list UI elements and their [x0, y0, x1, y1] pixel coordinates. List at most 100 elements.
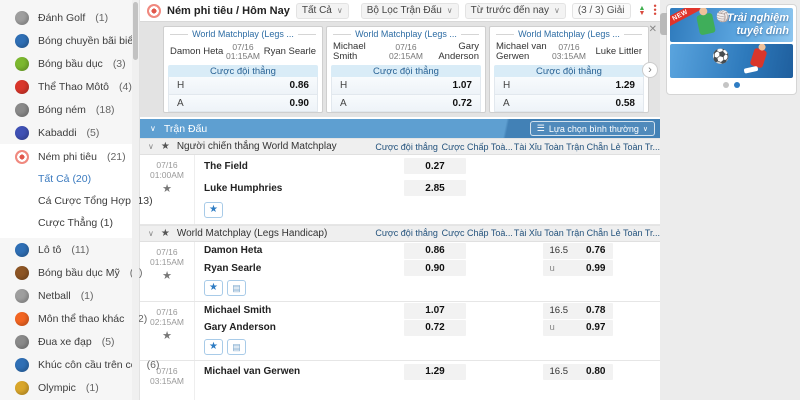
under-odds-button[interactable]: u 0.99	[542, 260, 613, 277]
sidebar-item-darts[interactable]: Ném phi tiêu (21)	[0, 145, 139, 168]
market-group-header: ∨ ★ World Matchplay (Legs Handicap) Cược…	[140, 224, 660, 243]
view-selector-button[interactable]: ☰ Lựa chọn bình thường ∨	[529, 121, 655, 137]
ball-illustration: 🏐	[716, 11, 730, 23]
filters-topbar: Ném phi tiêu / Hôm Nay Tất Cả ∨ Bộ Lọc T…	[140, 0, 660, 22]
page-title: Ném phi tiêu / Hôm Nay	[167, 4, 290, 17]
promo-banner-bottom[interactable]: ⚽	[670, 44, 793, 78]
sidebar-item-kabaddi[interactable]: Kabaddi (5)	[0, 121, 139, 144]
home-odds-button[interactable]: H 1.07	[332, 77, 480, 95]
sidebar-item-label: Ném phi tiêu	[38, 150, 97, 163]
sidebar-item-cycling[interactable]: Đua xe đạp (5)	[0, 330, 139, 353]
under-odds: 0.97	[586, 322, 606, 334]
rugby-icon	[15, 56, 29, 71]
star-icon[interactable]: ★	[160, 227, 170, 239]
player-name: Michael Smith	[204, 305, 272, 317]
bet-slip-button[interactable]: ▤	[227, 339, 246, 356]
next-carousel-button[interactable]: ›	[642, 61, 658, 78]
moneyline-odds-button[interactable]: 1.07	[404, 302, 466, 319]
sidebar-item-olympic[interactable]: Olympic (1)	[0, 376, 139, 399]
sidebar-item-american-football[interactable]: Bóng bầu dục Mỹ (1)	[0, 261, 143, 284]
sidebar-item-count: (5)	[86, 126, 100, 139]
moneyline-odds-button[interactable]: 0.90	[404, 260, 466, 277]
subitem-count: (20)	[72, 173, 92, 185]
field-hockey-icon	[15, 357, 29, 372]
bet-slip-button[interactable]: ▤	[227, 280, 246, 297]
column-header: Tài Xỉu Toàn Trận	[513, 141, 585, 152]
away-odds-button[interactable]: A 0.58	[495, 94, 643, 112]
match-filter-select[interactable]: Bộ Lọc Trận Đấu ∨	[360, 2, 459, 19]
moneyline-odds-button[interactable]: 0.72	[404, 319, 466, 336]
sidebar-subitem-parlay[interactable]: Cá Cược Tổng Hợp (13)	[0, 190, 153, 212]
match-row: 07/16 02:15AM ★ Michael Smith 1.07 16.5 …	[140, 302, 660, 362]
sidebar-item-label: Thể Thao Môtô	[38, 80, 110, 93]
close-icon[interactable]: ✕	[648, 24, 657, 36]
sidebar-subitem-straight[interactable]: Cược Thẳng (1)	[0, 212, 139, 234]
sidebar-item-netball[interactable]: Netball (1)	[0, 284, 139, 307]
moneyline-odds-button[interactable]: 2.85	[404, 180, 466, 197]
darts-icon	[15, 149, 29, 164]
star-icon[interactable]: ★	[160, 141, 170, 153]
over-odds: 0.78	[586, 305, 606, 317]
moneyline-odds-button[interactable]: 1.29	[404, 363, 466, 380]
moneyline-odds-button[interactable]: 0.27	[404, 158, 466, 175]
away-odds: 0.90	[289, 97, 309, 109]
soccer-ball-icon: ⚽	[712, 48, 730, 64]
home-odds-button[interactable]: H 1.29	[495, 77, 643, 95]
away-odds-button[interactable]: A 0.90	[169, 94, 317, 112]
column-header: Cược Chấp Toà...	[441, 228, 512, 239]
hot-matches-icon[interactable]: • • •	[653, 0, 657, 19]
market-label: Cược đội thẳng	[331, 64, 481, 78]
favorite-match-button[interactable]: ★	[204, 280, 223, 297]
over-odds-button[interactable]: 16.5 0.76	[542, 242, 613, 259]
market-group-name: Người chiến thắng World Matchplay	[176, 141, 337, 153]
sidebar-scrollbar-thumb[interactable]	[133, 2, 138, 60]
moneyline-odds-button[interactable]: 0.86	[404, 242, 466, 259]
favorite-star-icon[interactable]: ★	[162, 270, 172, 283]
chevron-down-icon[interactable]: ∨	[148, 142, 154, 152]
golf-icon	[15, 10, 29, 25]
favorite-star-icon[interactable]: ★	[162, 183, 172, 196]
sidebar-item-golf[interactable]: Đánh Golf (1)	[0, 6, 139, 29]
sidebar-item-handball[interactable]: Bóng ném (18)	[0, 98, 139, 121]
panel-collapse-tab[interactable]	[660, 13, 667, 35]
sidebar-item-beach-volleyball[interactable]: Bóng chuyền bãi biển (2)	[0, 29, 162, 52]
sport-filter-select[interactable]: Tất Cả ∨	[295, 2, 349, 19]
sidebar-item-count: (1)	[80, 289, 94, 302]
under-label: u	[549, 322, 555, 334]
market-group-header: ∨ ★ Người chiến thắng World Matchplay Cư…	[140, 137, 660, 156]
favorite-match-button[interactable]: ★	[204, 339, 223, 356]
total-line: 16.5	[549, 305, 569, 317]
chevron-down-icon[interactable]: ∨	[150, 124, 156, 134]
favorite-star-icon[interactable]: ★	[162, 330, 172, 343]
sort-toggle-icon[interactable]: ▲ ▼	[638, 4, 646, 17]
sidebar-item-other-sports[interactable]: Môn thể thao khác (2)	[0, 307, 147, 330]
subitem-label: Cược Thẳng	[38, 217, 98, 229]
home-player: Michael van Gerwen	[496, 40, 547, 63]
match-row: 07/16 01:00AM ★ The Field 0.27 Luke Hump…	[140, 155, 660, 225]
favorite-match-button[interactable]: ★	[204, 202, 223, 219]
sidebar-item-field-hockey[interactable]: Khúc côn cầu trên cỏ (6)	[0, 353, 160, 376]
promo-banner-panel: NEW 🏐 Trải nghiệm tuyệt đỉnh ⚽	[660, 4, 797, 95]
time-filter-select[interactable]: Từ trước đến nay ∨	[464, 2, 566, 19]
under-odds-button[interactable]: u 0.97	[542, 319, 613, 336]
sidebar-item-lotto[interactable]: Lô tô (11)	[0, 238, 139, 261]
sidebar-item-count: (6)	[146, 358, 160, 371]
carousel-dot-active[interactable]	[734, 82, 740, 88]
carousel-dot[interactable]	[723, 82, 729, 88]
over-odds-button[interactable]: 16.5 0.78	[542, 302, 613, 319]
sidebar-item-motorsport[interactable]: Thể Thao Môtô (4)	[0, 75, 139, 98]
promo-banner-top[interactable]: NEW 🏐 Trải nghiệm tuyệt đỉnh	[670, 8, 793, 42]
away-odds-button[interactable]: A 0.72	[332, 94, 480, 112]
over-odds-button[interactable]: 16.5 0.80	[542, 363, 613, 380]
sidebar-subitem-all[interactable]: Tất Cả (20)	[0, 168, 139, 190]
sidebar-item-rugby[interactable]: Bóng bầu dục (3)	[0, 52, 139, 75]
sidebar-scrollbar[interactable]	[132, 0, 139, 400]
column-header: Cược đội thẳng	[375, 141, 438, 152]
total-line: 16.5	[549, 245, 569, 257]
home-player: Michael Smith	[333, 40, 366, 63]
motorsport-icon	[15, 79, 29, 94]
column-header: Cược Chấp Toà...	[441, 141, 512, 152]
sports-sidebar: Đánh Golf (1) Bóng chuyền bãi biển (2) B…	[0, 0, 162, 400]
home-odds-button[interactable]: H 0.86	[169, 77, 317, 95]
chevron-down-icon[interactable]: ∨	[148, 228, 154, 238]
